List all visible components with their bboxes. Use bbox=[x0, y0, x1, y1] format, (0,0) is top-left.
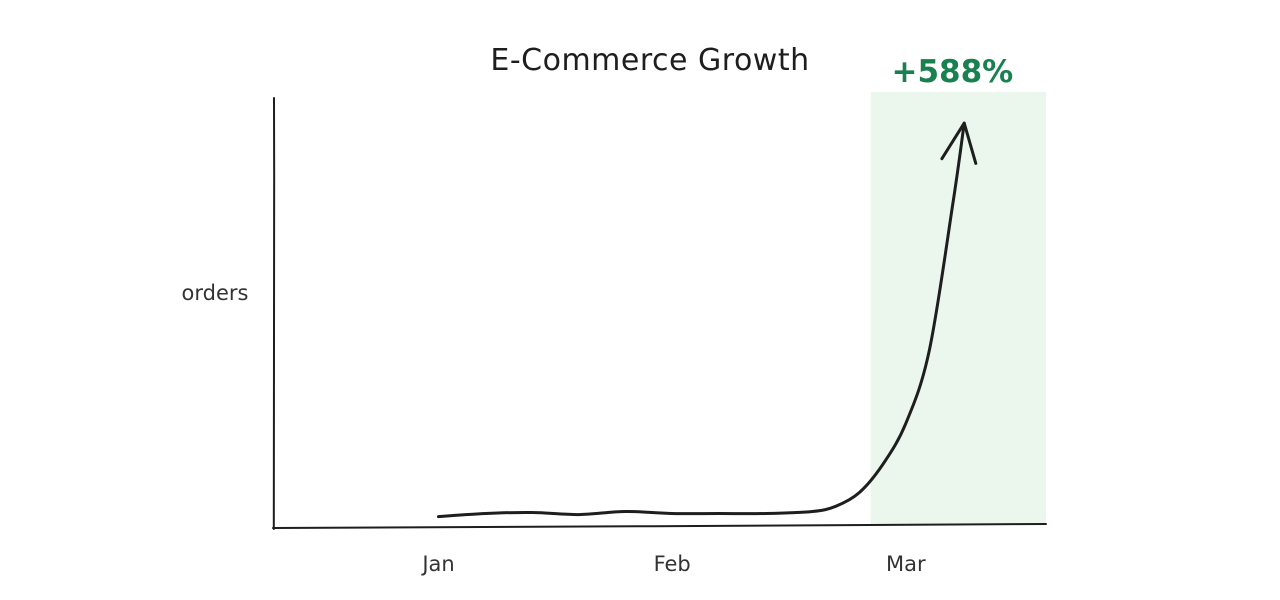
x-tick-feb: Feb bbox=[654, 552, 691, 576]
series-line bbox=[437, 121, 966, 519]
arrow-head bbox=[940, 121, 978, 165]
x-tick-mar: Mar bbox=[886, 552, 926, 576]
x-tick-jan: Jan bbox=[420, 552, 454, 576]
x-axis bbox=[272, 523, 1047, 529]
chart-title: E-Commerce Growth bbox=[490, 43, 809, 78]
growth-callout: +588% bbox=[892, 54, 1014, 90]
x-tick-labels: Jan Feb Mar bbox=[420, 552, 926, 576]
y-axis-label: orders bbox=[182, 281, 249, 305]
